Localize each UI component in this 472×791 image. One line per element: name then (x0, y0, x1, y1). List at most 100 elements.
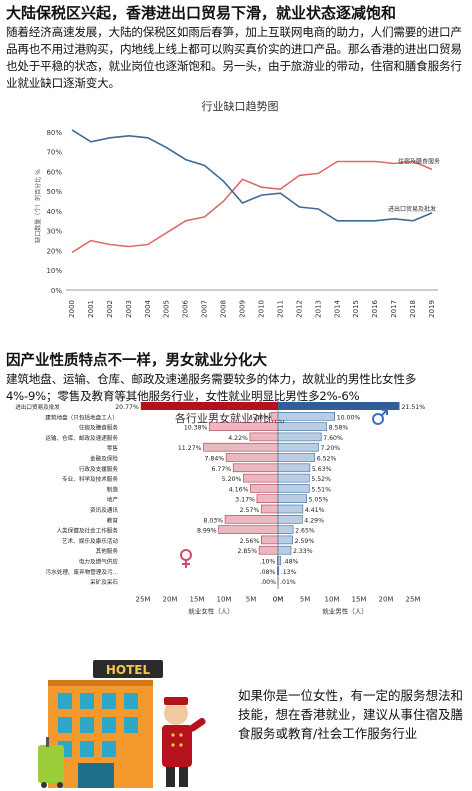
male-bar (277, 566, 280, 576)
female-bar (218, 525, 279, 534)
male-bar (277, 453, 316, 462)
male-bar (277, 535, 293, 545)
female-value-label: 2.85% (237, 548, 257, 555)
female-value-label: 7.84% (205, 456, 225, 463)
section2-heading: 因产业性质特点不一样，男女就业分化大 (6, 353, 267, 369)
y-tick-label: 40% (46, 208, 62, 216)
male-symbol-icon (372, 413, 384, 425)
male-value-label: 5.63% (312, 466, 332, 473)
male-bar (277, 525, 294, 534)
x-tick-label: 2004 (144, 299, 152, 317)
male-bar (277, 463, 311, 473)
accommodation-series-line (71, 160, 433, 254)
male-value-label: 2.33% (293, 548, 313, 555)
male-x-axis-label: 就业男性（人） (322, 606, 368, 615)
female-value-label: 11.27% (178, 445, 202, 452)
hotel-sign-text: HOTEL (106, 663, 151, 677)
female-value-label: 10.38% (184, 425, 208, 432)
x-tick-label: 2001 (87, 300, 95, 318)
x-tick-label: 2009 (239, 300, 247, 318)
male-value-label: 2.59% (295, 538, 315, 545)
x-tick-label: 2003 (125, 300, 133, 318)
female-value-label: .08% (260, 569, 276, 576)
category-label: 进出口贸易及批发 (15, 403, 60, 411)
female-bar (258, 545, 279, 555)
female-x-tick: 20M (163, 595, 178, 603)
female-value-label: 20.77% (115, 404, 139, 411)
trade-series-line (71, 129, 433, 222)
y-tick-label: 20% (46, 247, 62, 255)
female-value-label: 2.57% (240, 507, 260, 514)
female-value-label: 8.03% (203, 517, 223, 524)
male-bar (277, 473, 310, 483)
female-x-tick: 15M (190, 595, 205, 603)
y-tick-label: 70% (46, 149, 62, 157)
x-tick-label: 2002 (106, 300, 114, 318)
male-value-label: 4.29% (304, 517, 324, 524)
female-bar (140, 402, 278, 410)
y-axis-label: 缺口数量（个）的百分比 % (34, 169, 42, 243)
x-tick-label: 2019 (428, 300, 436, 318)
female-value-label: 4.22% (228, 435, 248, 442)
x-tick-label: 2000 (68, 300, 76, 318)
male-bar (277, 515, 303, 524)
series-label-accommodation: 住宿及膳食服务 (398, 157, 440, 165)
female-bar (209, 422, 279, 431)
category-label: 地产 (107, 496, 119, 504)
category-label: 艺术、娱乐及康乐活动 (62, 537, 118, 545)
y-tick-label: 10% (46, 267, 62, 275)
female-x-tick: 5M (246, 595, 257, 603)
category-label: 采矿及采石 (90, 578, 118, 586)
category-label: 其他服务 (96, 547, 119, 555)
male-value-label: 10.00% (337, 414, 361, 421)
female-bar (225, 453, 279, 462)
male-bar (277, 432, 322, 442)
female-value-label: 6.77% (212, 466, 232, 473)
y-tick-label: 80% (46, 129, 62, 137)
male-value-label: 21.51% (402, 404, 426, 411)
x-tick-label: 2005 (163, 300, 171, 318)
category-label: 建筑地盘（只包括地盘工人） (45, 413, 118, 421)
female-bar (232, 463, 279, 473)
x-tick-label: 2010 (257, 300, 265, 318)
female-value-label: .10% (260, 559, 276, 566)
male-x-tick: 25M (406, 595, 421, 603)
category-label: 零售 (107, 444, 119, 452)
female-value-label: 4.16% (229, 486, 249, 493)
x-tick-label: 2007 (201, 300, 209, 318)
female-value-label: 5.20% (222, 476, 242, 483)
category-label: 行政及支援服务 (79, 465, 119, 473)
male-bar (277, 504, 304, 514)
section2-paragraph: 建筑地盘、运输、仓库、邮政及速递服务需要较多的体力，故就业的男性比女性多4%-9… (6, 372, 417, 403)
male-x-tick: 20M (379, 595, 394, 603)
category-label: 金融及保险 (90, 455, 118, 463)
male-value-label: .48% (283, 559, 299, 566)
male-bar (277, 556, 282, 565)
female-value-label: 8.99% (197, 528, 217, 535)
female-bar (243, 473, 279, 483)
male-bar (277, 442, 319, 452)
male-bar (277, 422, 327, 431)
bar-chart: 20.77% 21.51% 进出口贸易及批发 1.06% 10.00% 建筑地盘（只包括地… (15, 400, 426, 615)
male-bar (277, 545, 292, 555)
y-tick-label: 60% (46, 168, 62, 176)
x-tick-label: 2014 (333, 299, 341, 317)
male-value-label: 2.65% (295, 528, 315, 535)
male-bar (277, 494, 307, 503)
y-tick-label: 0% (51, 287, 62, 295)
line-chart: 0% 10% 20% 30% 40% 50% 60% 70% 80% 2000 2001 2002 20… (34, 129, 440, 318)
category-label: 电力及燃气供应 (79, 558, 119, 566)
female-value-label: .00% (260, 579, 276, 586)
x-tick-label: 2016 (371, 299, 379, 317)
x-tick-label: 2015 (352, 300, 360, 318)
male-x-tick: 10M (325, 595, 340, 603)
female-bar (224, 515, 279, 524)
x-tick-label: 2018 (409, 300, 417, 318)
category-label: 运输、仓库、邮政及速递服务 (45, 434, 118, 442)
female-x-tick: 10M (217, 595, 232, 603)
closing-advice: 如果你是一位女性，有一定的服务想法和技能，想在香港就业，建议从事住宿及膳食服务或… (238, 688, 464, 741)
male-x-tick: 0M (273, 595, 284, 603)
female-value-label: 3.17% (235, 497, 255, 504)
male-value-label: 5.05% (309, 497, 329, 504)
x-tick-label: 2012 (295, 300, 303, 318)
